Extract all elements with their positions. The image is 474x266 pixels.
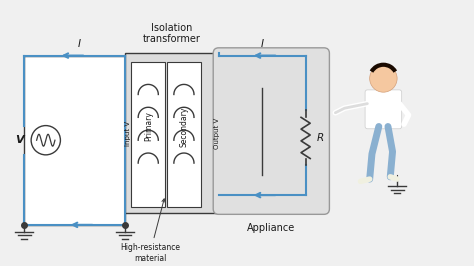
Text: R: R <box>317 133 324 143</box>
Bar <box>131 63 165 207</box>
Circle shape <box>31 126 60 155</box>
Bar <box>167 63 201 207</box>
Text: Isolation
transformer: Isolation transformer <box>143 23 201 44</box>
Text: I: I <box>261 39 264 49</box>
Text: Appliance: Appliance <box>247 223 295 232</box>
Text: V: V <box>16 135 24 145</box>
Text: Primary: Primary <box>144 111 153 142</box>
Text: Output V: Output V <box>214 118 220 149</box>
Text: I: I <box>78 39 81 49</box>
Bar <box>24 56 125 225</box>
Bar <box>125 53 219 213</box>
FancyBboxPatch shape <box>213 48 329 214</box>
FancyBboxPatch shape <box>365 90 401 129</box>
Text: Secondary: Secondary <box>180 106 189 147</box>
Circle shape <box>370 65 397 92</box>
Text: High-resistance
material: High-resistance material <box>120 199 180 263</box>
Text: Input V: Input V <box>125 121 131 146</box>
